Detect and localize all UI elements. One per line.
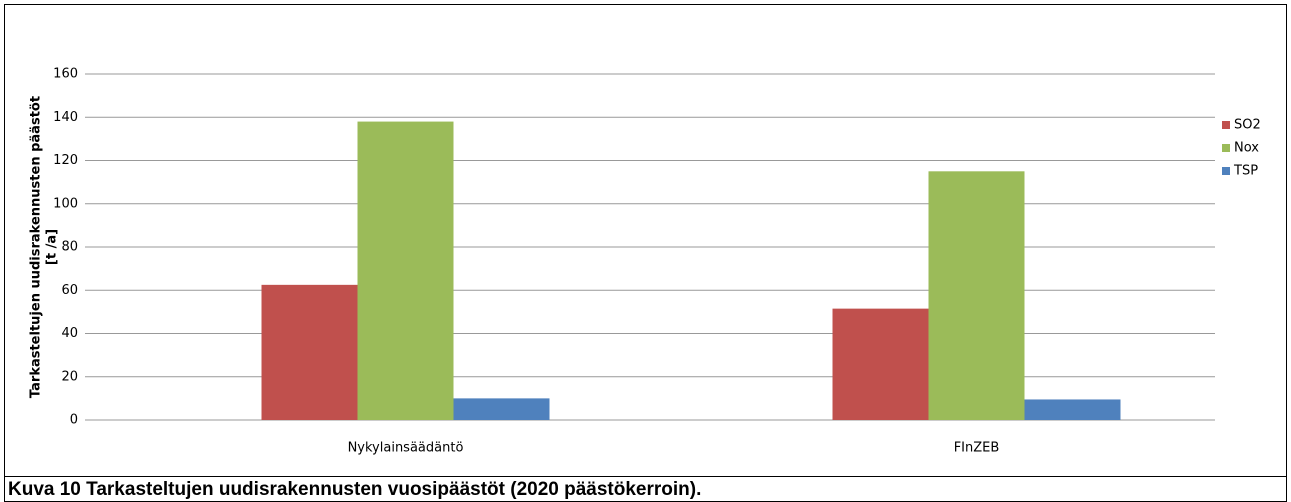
x-tick-label: FInZEB (954, 441, 1000, 456)
y-tick-label: 80 (61, 240, 78, 255)
bar (832, 308, 929, 420)
frame (4, 4, 1287, 502)
legend-swatch (1222, 144, 1230, 152)
y-axis-title: Tarkasteltujen uudisrakennusten päästöt (29, 96, 44, 398)
y-tick-label: 60 (61, 283, 78, 298)
legend-swatch (1222, 121, 1230, 129)
bar (928, 171, 1025, 420)
y-tick-label: 40 (61, 326, 78, 341)
legend-label: SO2 (1234, 118, 1261, 133)
y-tick-label: 140 (53, 110, 78, 125)
legend-label: Nox (1234, 141, 1259, 156)
bar (1024, 399, 1121, 420)
bar (357, 121, 454, 420)
y-tick-label: 100 (53, 196, 78, 211)
x-tick-label: Nykylainsäädäntö (348, 441, 464, 456)
y-tick-label: 120 (53, 153, 78, 168)
y-tick-label: 160 (53, 67, 78, 82)
y-axis-title: [t /a] (45, 229, 60, 265)
bar (453, 398, 550, 420)
legend-label: TSP (1233, 164, 1258, 179)
caption: Kuva 10 Tarkasteltujen uudisrakennusten … (8, 479, 701, 500)
y-tick-label: 20 (61, 369, 78, 384)
y-tick-label: 0 (70, 413, 78, 428)
bar (261, 284, 358, 420)
legend-swatch (1222, 167, 1230, 175)
